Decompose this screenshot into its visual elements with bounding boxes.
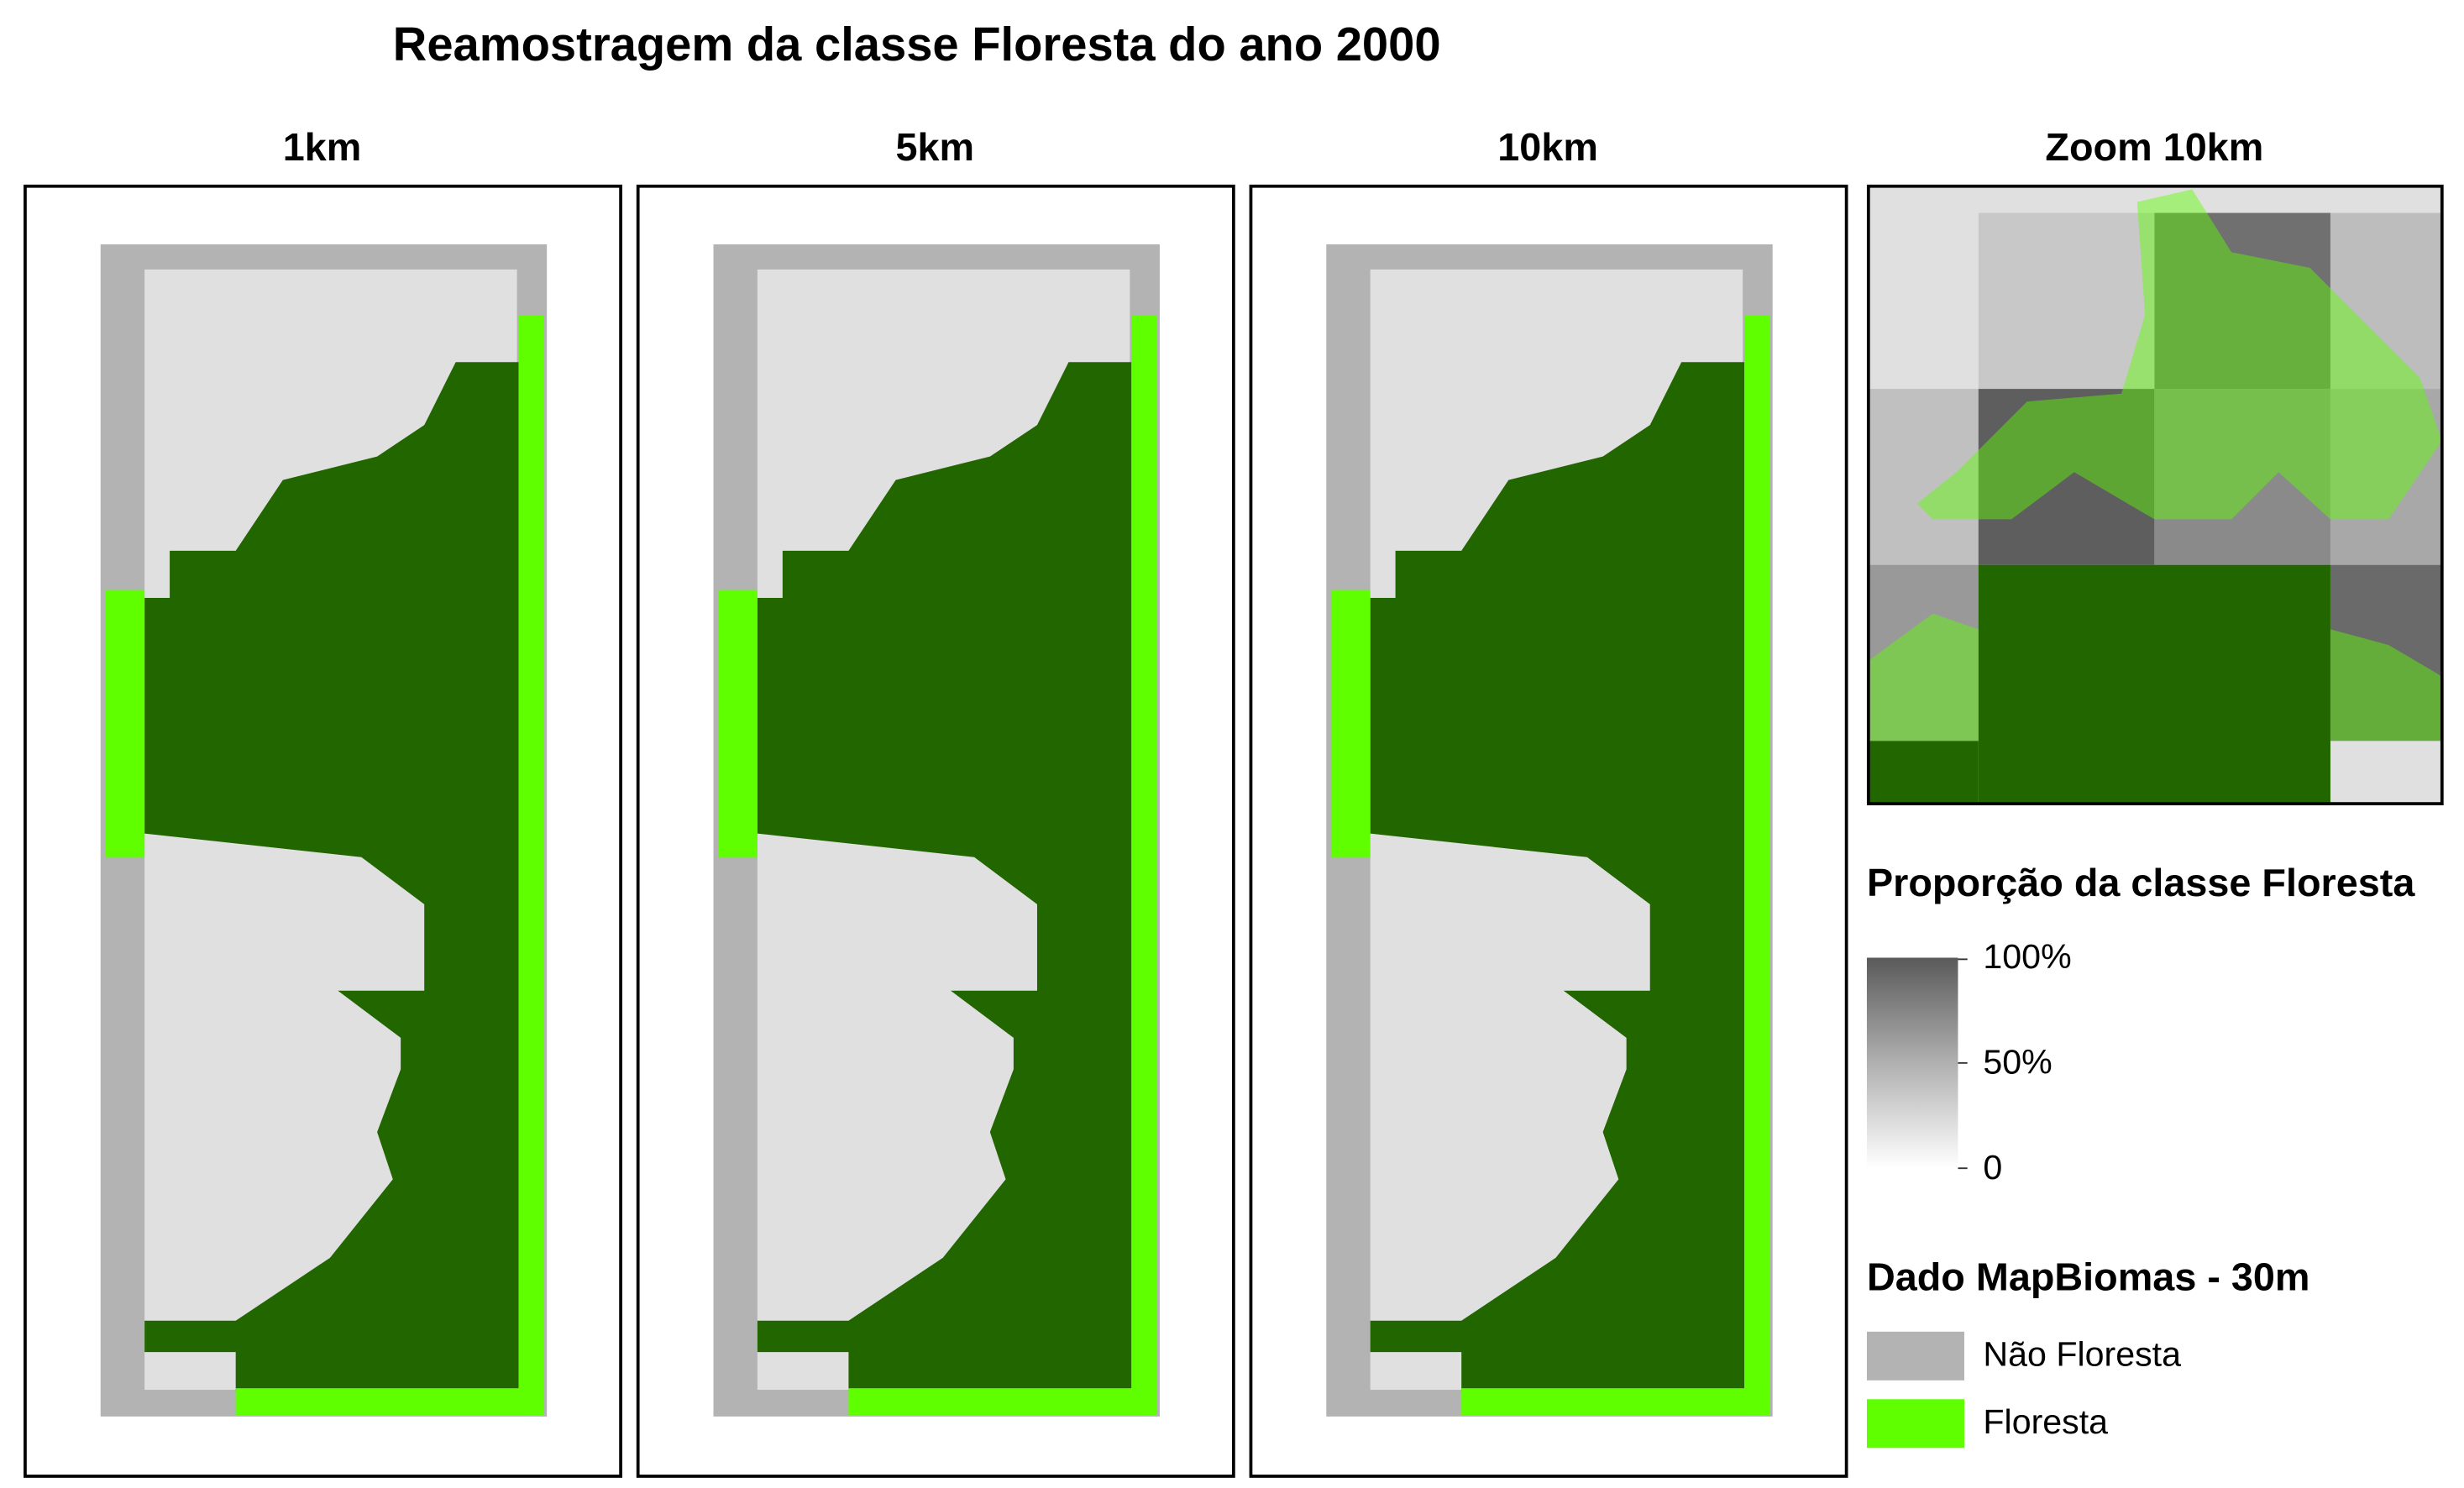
color-bar-label: 100%	[1983, 937, 2071, 976]
color-bar-label: 50%	[1983, 1043, 2052, 1082]
panel-title: 5km	[896, 125, 975, 169]
panel-title: Zoom 10km	[2045, 125, 2263, 169]
legend-swatch	[1866, 1399, 1964, 1449]
legend-label: Floresta	[1983, 1402, 2108, 1441]
legend-swatch	[1866, 1331, 1964, 1381]
figure-title: Reamostragem da classe Floresta do ano 2…	[393, 18, 1441, 71]
map-1km	[24, 184, 622, 1478]
map-5km	[636, 184, 1235, 1478]
panel-title: 1km	[283, 125, 362, 169]
color-bar-label: 0	[1983, 1148, 2002, 1187]
map-10km	[1249, 184, 1848, 1478]
color-bar	[1866, 957, 1958, 1169]
legend-title: Proporção da classe Floresta	[1867, 861, 2415, 904]
panel-title: 10km	[1497, 125, 1598, 169]
zoom-map	[1866, 184, 2444, 805]
legend-label: Não Floresta	[1983, 1335, 2181, 1374]
legend-title: Dado MapBiomas - 30m	[1867, 1255, 2310, 1298]
